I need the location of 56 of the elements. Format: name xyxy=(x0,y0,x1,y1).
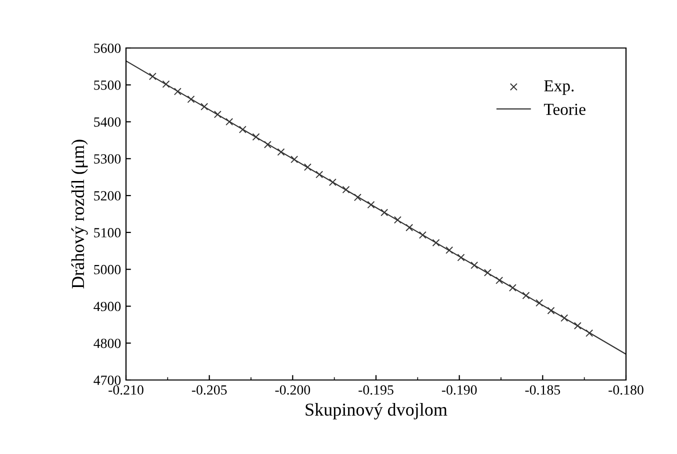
point xyxy=(290,156,298,164)
point xyxy=(238,126,246,134)
point xyxy=(264,140,272,148)
point xyxy=(560,314,568,322)
point xyxy=(162,80,170,88)
point xyxy=(367,201,375,209)
point xyxy=(328,178,336,186)
point xyxy=(394,216,402,224)
point xyxy=(418,231,426,239)
point xyxy=(470,262,478,270)
point xyxy=(252,133,260,141)
point xyxy=(304,163,312,171)
point xyxy=(536,299,544,307)
point xyxy=(200,102,208,110)
y-tick-label: 5100 xyxy=(94,228,121,238)
legend-label: Teorie xyxy=(544,104,586,115)
point xyxy=(354,194,362,202)
point xyxy=(508,284,516,292)
point xyxy=(214,110,222,118)
point xyxy=(547,306,555,314)
point xyxy=(484,268,492,276)
y-tick-label: 5300 xyxy=(94,154,121,164)
point xyxy=(586,329,594,337)
y-tick-label: 5000 xyxy=(94,264,121,274)
point xyxy=(457,254,465,262)
point xyxy=(187,96,195,104)
point xyxy=(496,276,504,284)
x-tick-label: -0.210 xyxy=(108,385,144,395)
y-tick-label: 5500 xyxy=(94,80,121,90)
y-tick-label: 4900 xyxy=(94,302,121,312)
x-tick-label: -0.180 xyxy=(608,385,644,395)
point xyxy=(574,322,582,330)
point xyxy=(342,186,350,194)
point xyxy=(522,292,530,300)
y-tick-label: 4800 xyxy=(94,338,121,348)
y-tick-label: 4700 xyxy=(94,376,121,385)
point xyxy=(277,148,285,156)
x-tick-label: -0.200 xyxy=(275,385,310,395)
x-tick-label: -0.195 xyxy=(358,385,394,395)
x-axis-title: Skupinový dvojlom xyxy=(306,403,448,420)
y-axis-title: Dráhový rozdíl (μm) xyxy=(71,140,88,289)
point xyxy=(148,72,156,80)
y-tick-label: 5200 xyxy=(94,191,121,201)
y-tick-label: 5400 xyxy=(94,117,121,127)
point xyxy=(226,118,234,126)
x-tick-label: -0.190 xyxy=(442,385,477,395)
point xyxy=(174,88,182,96)
point xyxy=(432,239,440,247)
x-tick-label: -0.185 xyxy=(525,385,560,395)
legend-label: Exp. xyxy=(544,80,574,95)
point xyxy=(380,208,388,216)
point xyxy=(446,246,454,254)
point xyxy=(406,224,414,232)
point xyxy=(316,170,324,178)
x-tick-label: -0.205 xyxy=(192,385,227,395)
y-tick-label: 5600 xyxy=(94,44,121,53)
